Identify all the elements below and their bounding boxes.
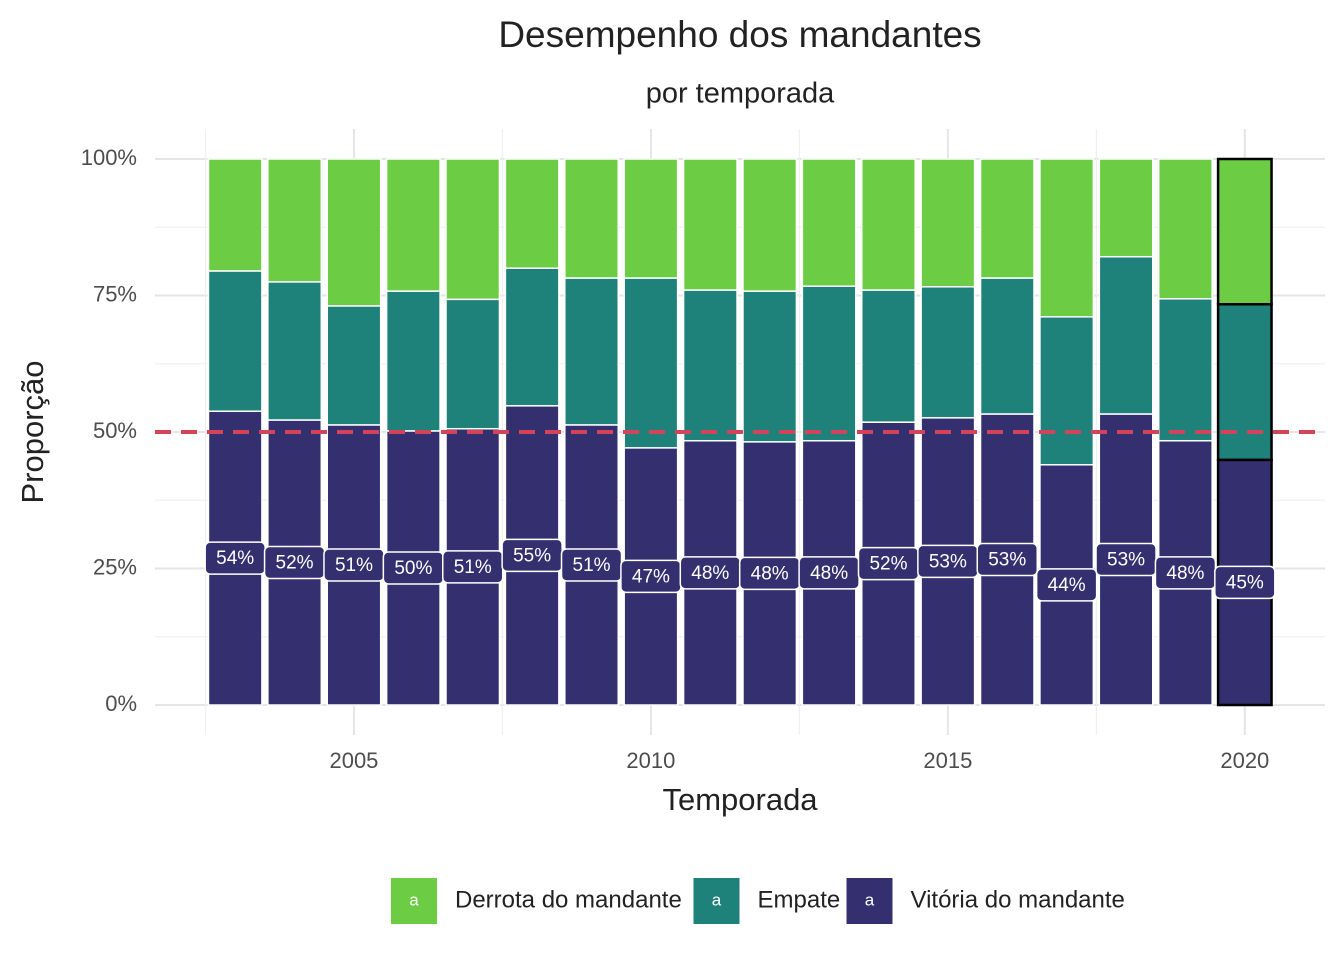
bar-segment xyxy=(1216,157,1273,306)
value-label: 52% xyxy=(869,554,907,575)
bar-segment xyxy=(207,270,263,413)
bar-segment xyxy=(1157,158,1213,300)
bar-segment xyxy=(1098,158,1154,258)
bar-segment xyxy=(267,281,323,421)
bar-segment xyxy=(326,305,382,426)
bar-segment xyxy=(1039,316,1095,466)
y-tick-label: 75% xyxy=(93,281,137,306)
legend-key-glyph: a xyxy=(865,890,875,909)
value-label: 48% xyxy=(810,563,848,584)
bar-segment xyxy=(1098,255,1154,415)
bar-segment xyxy=(979,277,1035,415)
bar-segment xyxy=(564,277,619,426)
legend: a Derrota do mandante a Empate a Vitória do m… xyxy=(391,878,1125,924)
bar-segment xyxy=(504,158,560,269)
x-axis-title: Temporada xyxy=(662,782,818,817)
value-label-box xyxy=(1214,565,1276,600)
bar-segment xyxy=(445,298,501,430)
bar-segment xyxy=(1216,302,1273,462)
bar-segment xyxy=(385,158,441,292)
bar-segment xyxy=(920,286,976,419)
value-label: 53% xyxy=(1107,550,1145,571)
bar-segment xyxy=(1039,158,1095,318)
value-label: 48% xyxy=(751,563,789,584)
bar-segment xyxy=(742,290,798,443)
value-label: 48% xyxy=(691,563,729,584)
y-axis-title: Proporção xyxy=(15,360,50,503)
chart-subtitle: por temporada xyxy=(646,78,835,110)
bar-segment xyxy=(861,158,916,291)
bar-segment xyxy=(742,158,798,292)
value-label: 50% xyxy=(394,558,432,579)
value-label: 51% xyxy=(573,555,611,576)
legend-key xyxy=(391,878,437,924)
legend-key xyxy=(846,878,893,924)
value-label: 47% xyxy=(632,566,670,587)
bar-segment xyxy=(861,289,916,423)
value-label-box xyxy=(1035,568,1098,602)
y-tick-label: 50% xyxy=(93,418,137,443)
bar-segment xyxy=(801,285,857,442)
bar-segment xyxy=(207,158,263,272)
bar-segment xyxy=(564,158,619,279)
legend-key-glyph: a xyxy=(712,890,722,909)
legend-label: Empate xyxy=(758,886,841,913)
chart-title: Desempenho dos mandantes xyxy=(498,14,981,55)
bar-segment xyxy=(267,158,323,283)
value-label: 55% xyxy=(513,545,551,566)
y-tick-label: 0% xyxy=(105,691,137,716)
y-tick-label: 25% xyxy=(93,554,137,579)
value-label: 51% xyxy=(335,555,373,576)
value-label: 48% xyxy=(1166,563,1204,584)
bar-segment xyxy=(385,290,441,432)
bar-segment xyxy=(801,158,857,287)
legend-label: Vitória do mandante xyxy=(911,886,1125,913)
x-tick-label: 2010 xyxy=(626,748,675,773)
bar-segment xyxy=(682,289,738,442)
y-tick-label: 100% xyxy=(81,145,137,170)
value-label: 54% xyxy=(216,548,254,569)
legend-key-glyph: a xyxy=(409,890,419,909)
legend-label: Derrota do mandante xyxy=(455,886,682,913)
bar-segment xyxy=(623,277,679,449)
value-label: 52% xyxy=(276,553,314,574)
value-label: 44% xyxy=(1048,575,1086,596)
bar-segment xyxy=(1157,298,1213,442)
bar-segment xyxy=(445,158,501,301)
x-tick-label: 2005 xyxy=(329,748,378,773)
bar-segment xyxy=(682,158,738,291)
value-label: 45% xyxy=(1226,572,1264,593)
value-label: 51% xyxy=(454,557,492,578)
x-tick-label: 2020 xyxy=(1220,748,1269,773)
value-label: 53% xyxy=(929,551,967,572)
value-labels: 54% 52% 51% 50% 51% 55% 51% 47% 48% 48% 48% 52% 53% 5… xyxy=(204,538,1276,602)
bar-segment xyxy=(920,158,976,288)
bar-segment xyxy=(326,158,382,307)
legend-key xyxy=(693,878,740,924)
value-label: 53% xyxy=(988,550,1026,571)
bar-segment xyxy=(623,158,679,279)
value-label-box xyxy=(976,542,1039,577)
x-tick-label: 2015 xyxy=(923,748,972,773)
bar-segment xyxy=(504,267,560,407)
bar-segment xyxy=(979,158,1035,279)
